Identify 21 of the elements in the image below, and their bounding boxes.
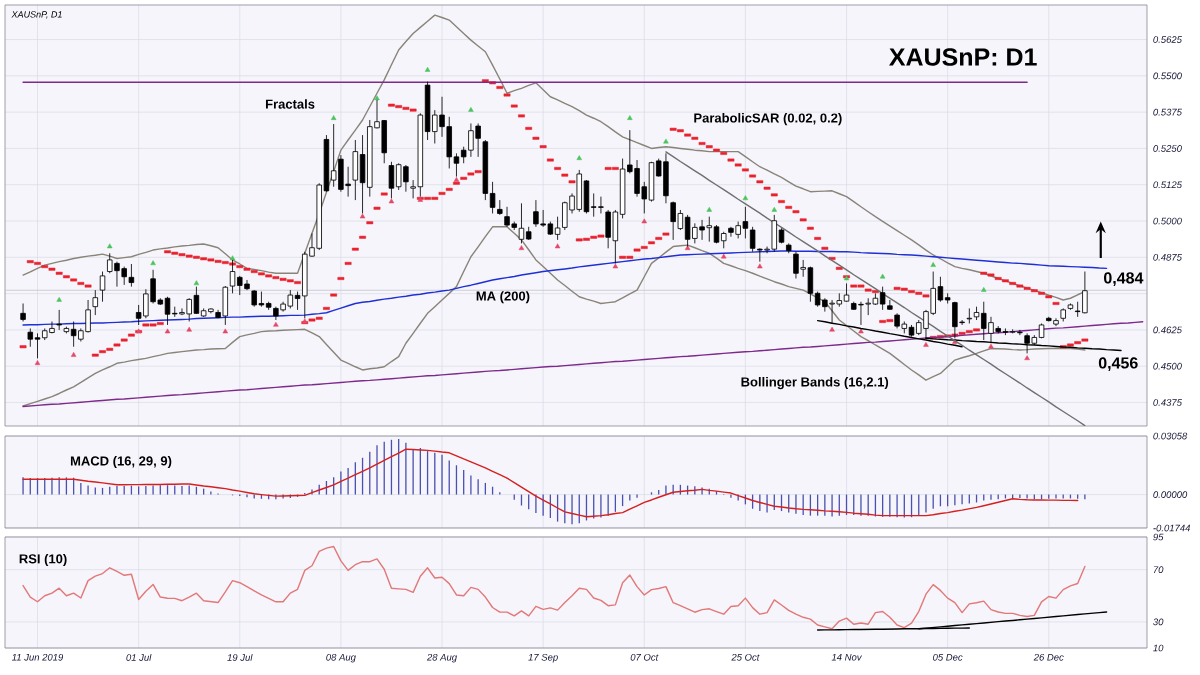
x-tick-label: 08 Aug <box>326 653 356 663</box>
y-tick-label: 10 <box>1153 644 1164 652</box>
series-label: RSI (10) <box>19 553 67 567</box>
x-tick-label: 25 Oct <box>731 653 760 661</box>
x-tick-label: 26 Dec <box>1033 653 1064 661</box>
x-tick-label: 17 Sep <box>528 653 558 663</box>
y-tick-label: 30 <box>1153 618 1164 626</box>
x-tick-label: 11 Jun 2019 <box>11 653 64 661</box>
x-tick-label: 19 Jul <box>227 653 253 661</box>
x-tick-label: 07 Oct <box>630 653 659 661</box>
y-tick-label: -0.01744 <box>1153 524 1191 532</box>
x-tick-label: 28 Aug <box>426 653 457 663</box>
y-tick-label: 0.00000 <box>1153 491 1188 498</box>
series-label: MACD (16, 29, 9) <box>70 455 172 469</box>
x-tick-label: 05 Dec <box>933 653 963 661</box>
y-tick-label: 95 <box>1153 533 1164 541</box>
y-tick-label: 70 <box>1153 566 1164 574</box>
x-tick-label: 01 Jul <box>126 653 152 661</box>
y-tick-label: 0.4375 <box>1153 399 1182 406</box>
x-tick-label: 14 Nov <box>831 653 863 661</box>
y-tick-label: 0.03058 <box>1153 432 1188 440</box>
